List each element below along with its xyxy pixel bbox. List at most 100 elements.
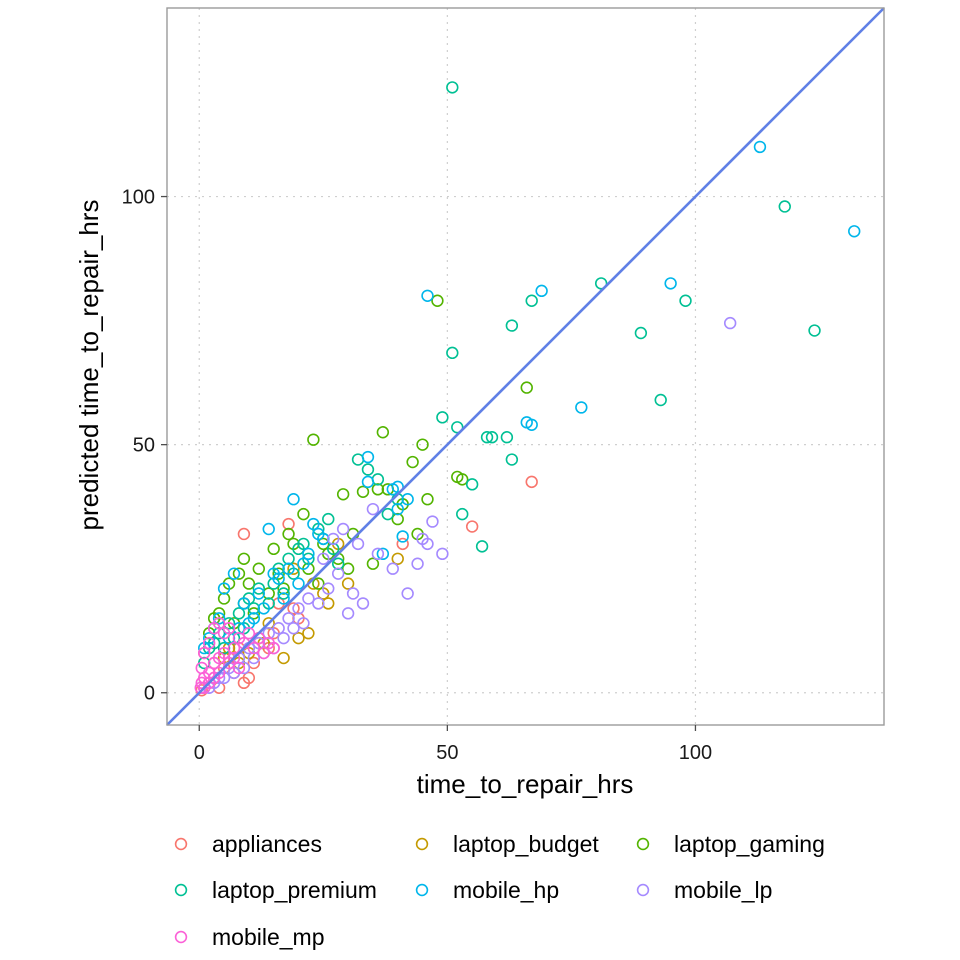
data-point <box>525 294 538 307</box>
data-point <box>217 646 231 660</box>
data-point <box>351 453 365 466</box>
data-point <box>222 617 236 630</box>
data-point <box>336 488 350 501</box>
legend-item-mobile_lp: mobile_lp <box>636 877 772 903</box>
legend-label: appliances <box>212 831 322 857</box>
data-point <box>535 284 548 298</box>
series-appliances <box>195 475 538 697</box>
data-point <box>341 607 355 620</box>
data-point <box>307 517 320 531</box>
legend-key-icon <box>174 930 188 944</box>
data-point <box>505 319 519 332</box>
data-point <box>336 522 350 536</box>
data-point <box>237 527 251 541</box>
data-point <box>431 294 444 307</box>
data-point <box>277 592 290 605</box>
data-point <box>277 631 290 645</box>
data-point <box>307 433 320 446</box>
data-point <box>227 567 241 580</box>
data-point <box>401 493 414 506</box>
data-point <box>634 326 648 340</box>
data-point <box>282 527 295 541</box>
data-point <box>237 552 251 565</box>
data-point <box>252 562 265 575</box>
data-point <box>361 475 375 489</box>
legend: appliances laptop_budget laptop_gaminglapt… <box>174 831 825 950</box>
data-point <box>327 532 340 546</box>
data-point <box>232 661 246 675</box>
x-axis: 0 50 100 <box>194 725 712 764</box>
data-point <box>277 582 290 595</box>
data-point <box>456 473 469 486</box>
data-point <box>351 537 365 551</box>
data-point <box>416 532 429 546</box>
data-point <box>247 651 261 665</box>
data-point <box>227 641 241 655</box>
x-axis-title: time_to_repair_hrs <box>417 769 634 799</box>
data-point <box>212 617 226 630</box>
data-point <box>465 478 479 491</box>
data-point <box>292 631 305 645</box>
data-point <box>272 567 285 580</box>
data-point <box>753 140 767 154</box>
data-point <box>302 627 315 640</box>
data-point <box>322 597 335 610</box>
legend-key-icon <box>174 883 188 897</box>
data-point <box>436 547 449 561</box>
legend-key-icon <box>415 837 429 851</box>
legend-item-mobile_hp: mobile_hp <box>415 877 559 903</box>
legend-item-laptop_premium: laptop_premium <box>174 877 377 903</box>
data-point <box>322 512 335 526</box>
data-point <box>242 617 256 630</box>
data-point <box>297 537 310 551</box>
data-point <box>520 381 533 394</box>
plot-area <box>194 81 861 697</box>
data-point <box>421 493 434 506</box>
data-point <box>446 81 459 94</box>
data-point <box>252 582 265 595</box>
data-point <box>366 557 380 570</box>
x-tick-label: 100 <box>679 742 712 764</box>
data-point <box>312 597 325 610</box>
grid-lines <box>167 8 884 725</box>
data-point <box>302 592 315 605</box>
data-point <box>297 617 310 630</box>
data-point <box>480 431 494 444</box>
data-point <box>366 502 380 516</box>
reference-line-layer <box>166 7 885 726</box>
data-point <box>848 225 861 238</box>
data-point <box>322 582 335 595</box>
data-point <box>505 453 519 466</box>
data-point <box>277 651 290 665</box>
data-point <box>297 557 310 570</box>
data-point <box>451 421 464 434</box>
data-point <box>664 277 677 290</box>
data-point <box>282 562 295 575</box>
data-point <box>202 631 216 645</box>
data-point <box>808 324 821 337</box>
data-point <box>227 631 241 645</box>
data-point <box>262 627 275 640</box>
data-point <box>356 597 370 610</box>
data-point <box>277 587 290 600</box>
data-point <box>575 401 588 414</box>
data-point <box>267 641 280 655</box>
data-point <box>227 651 241 665</box>
y-tick-label: 50 <box>133 435 155 457</box>
data-point <box>212 612 226 625</box>
data-point <box>237 661 251 675</box>
data-point <box>416 438 429 451</box>
data-point <box>252 587 265 600</box>
legend-key-icon <box>174 837 188 851</box>
data-point <box>778 200 791 213</box>
data-point <box>679 294 692 307</box>
legend-label: laptop_premium <box>212 877 377 903</box>
data-point <box>456 507 469 521</box>
y-tick-label: 100 <box>122 187 155 209</box>
data-point <box>475 540 489 553</box>
data-point <box>247 602 261 615</box>
data-point <box>346 587 360 600</box>
legend-item-laptop_gaming: laptop_gaming <box>636 831 825 857</box>
data-point <box>262 617 275 630</box>
